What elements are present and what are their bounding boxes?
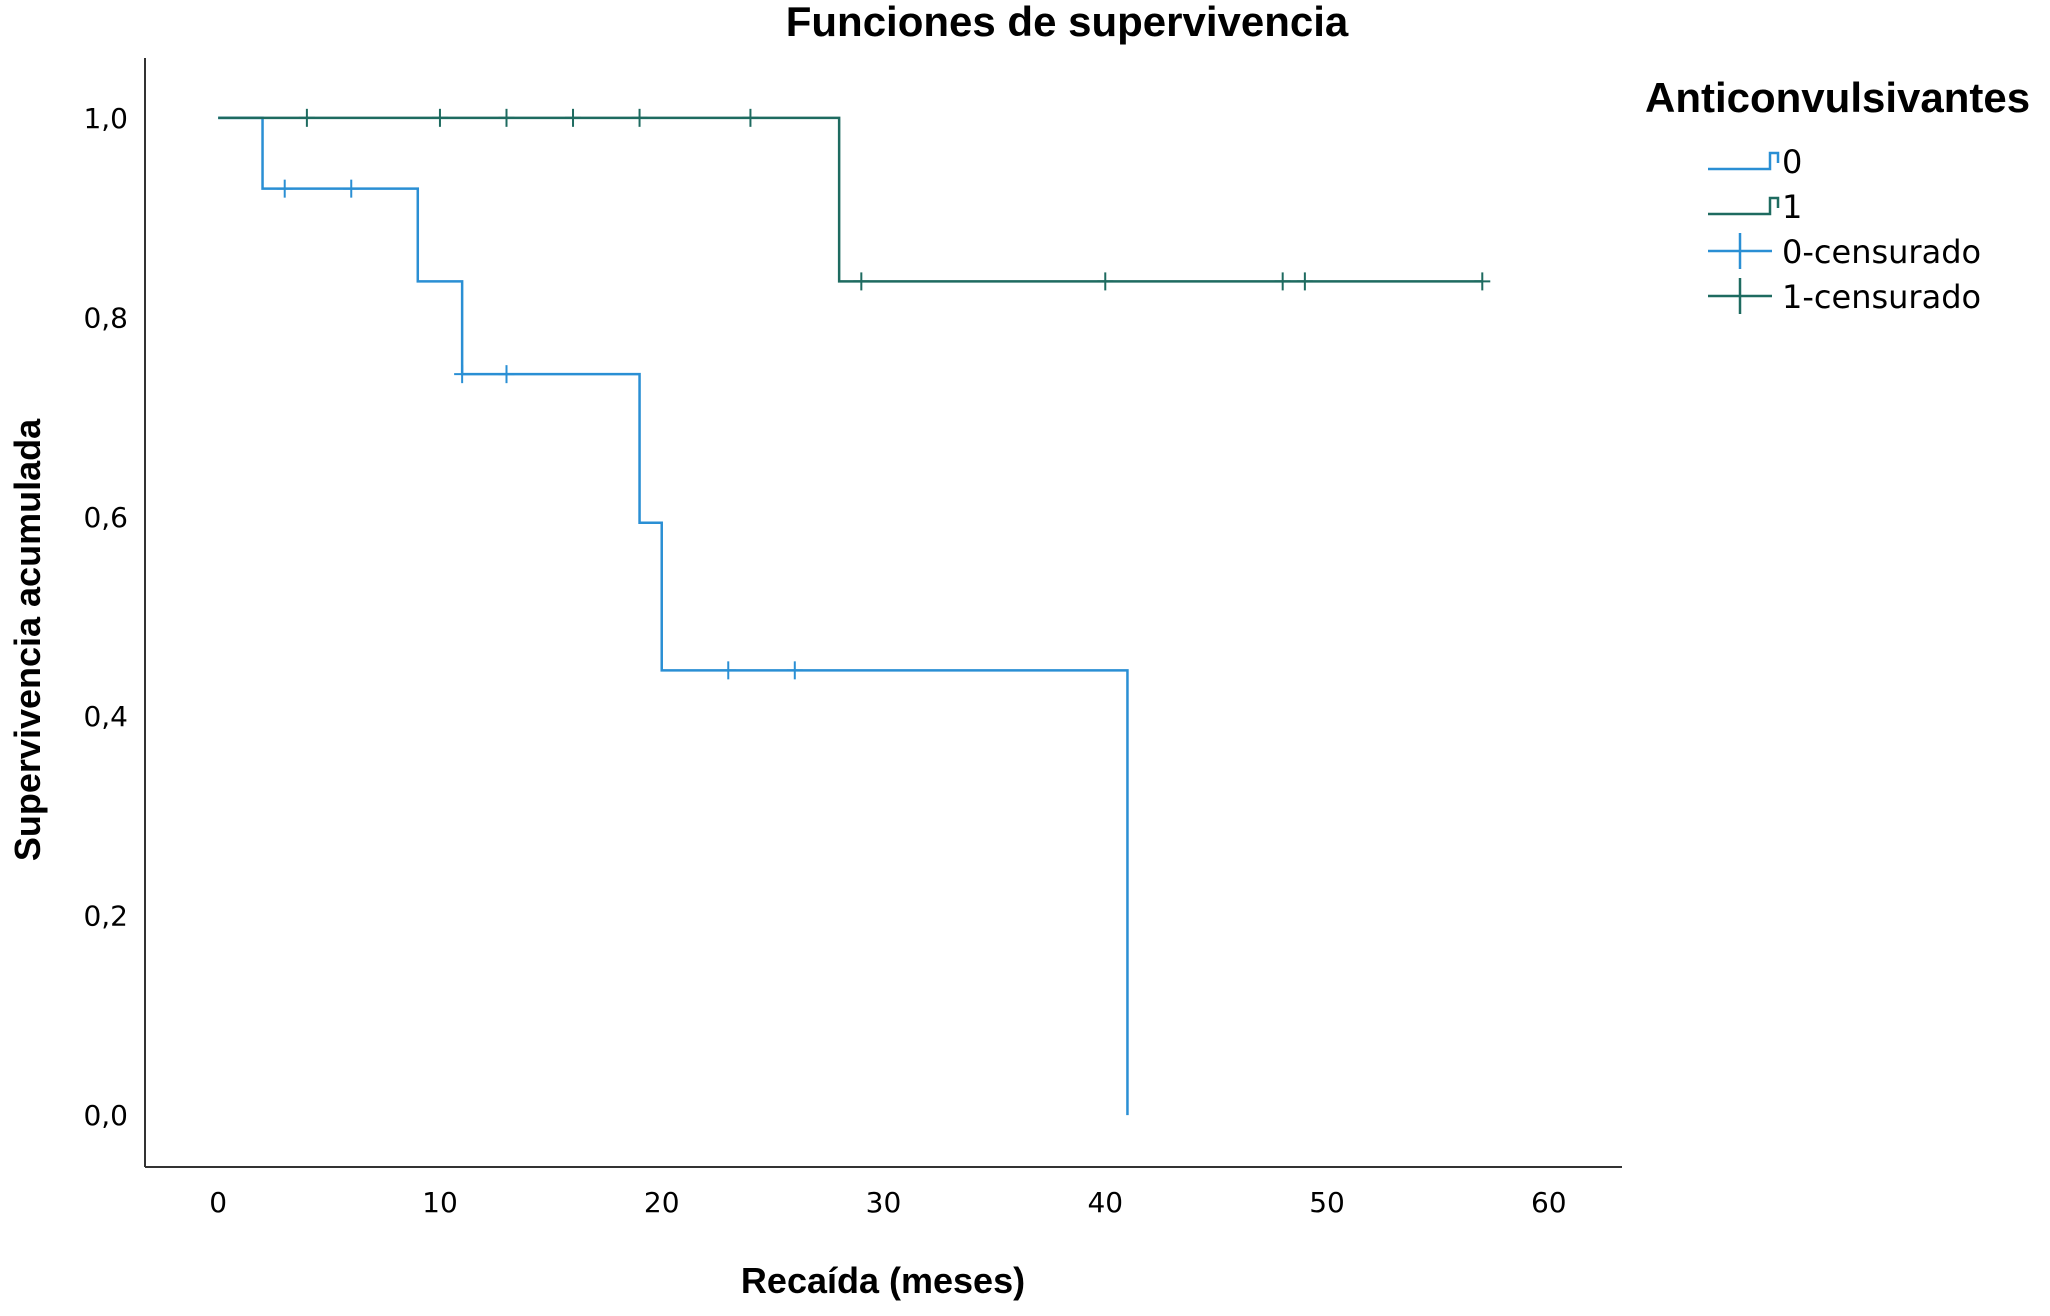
y-axis-title: Supervivencia acumulada [7, 418, 48, 861]
y-tick-label: 0,2 [83, 900, 128, 933]
x-tick-label: 50 [1309, 1186, 1345, 1219]
legend-title: Anticonvulsivantes [1645, 74, 2030, 121]
legend-label: 1 [1782, 188, 1802, 226]
y-tick-label: 0,6 [83, 501, 128, 534]
legend-item: 1 [1708, 188, 1802, 226]
x-axis-ticks: 0 10 20 30 40 50 60 [209, 1186, 1566, 1219]
x-tick-label: 20 [644, 1186, 680, 1219]
chart-title: Funciones de supervivencia [786, 0, 1349, 45]
axes [144, 58, 1622, 1168]
survival-line-0 [218, 116, 1129, 1116]
x-tick-label: 10 [422, 1186, 458, 1219]
y-tick-label: 1,0 [83, 102, 128, 135]
x-tick-label: 0 [209, 1186, 227, 1219]
legend-label: 0 [1782, 143, 1802, 181]
series-0 [218, 116, 1129, 1116]
y-tick-label: 0,0 [83, 1099, 128, 1132]
legend-step-icon [1708, 151, 1780, 171]
legend-item: 0-censurado [1708, 233, 1981, 271]
y-tick-label: 0,4 [83, 700, 128, 733]
legend-items: 0 1 0-censurado 1-censurado [1708, 143, 1981, 316]
legend-step-icon [1708, 196, 1780, 216]
x-tick-label: 30 [866, 1186, 902, 1219]
legend: Anticonvulsivantes 0 1 0-censurado 1-censur… [1645, 74, 2030, 316]
series-layer [218, 108, 1491, 1116]
x-tick-label: 60 [1531, 1186, 1567, 1219]
x-tick-label: 40 [1087, 1186, 1123, 1219]
x-axis-title: Recaída (meses) [741, 1260, 1025, 1301]
legend-label: 0-censurado [1782, 233, 1981, 271]
legend-label: 1-censurado [1782, 278, 1981, 316]
survival-line-1 [218, 116, 1483, 283]
y-tick-label: 0,8 [83, 301, 128, 334]
legend-item: 1-censurado [1708, 278, 1981, 316]
legend-item: 0 [1708, 143, 1802, 181]
y-axis-ticks: 0,0 0,2 0,4 0,6 0,8 1,0 [83, 102, 128, 1132]
series-1 [218, 108, 1491, 291]
